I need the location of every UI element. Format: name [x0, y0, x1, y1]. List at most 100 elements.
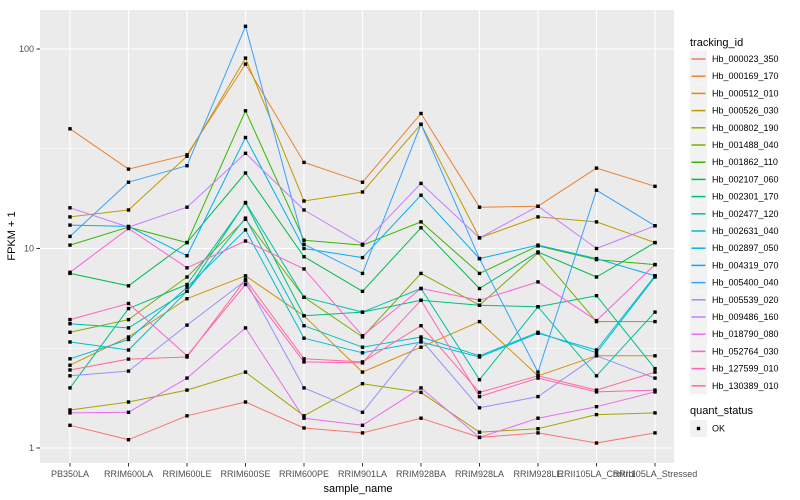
- data-point: [536, 431, 540, 435]
- legend-item: Hb_000512_010: [690, 84, 779, 102]
- data-point: [302, 324, 306, 328]
- data-point: [477, 286, 482, 291]
- data-point: [126, 335, 131, 339]
- data-point: [243, 370, 248, 374]
- data-point: [419, 286, 423, 291]
- data-point: [653, 431, 657, 435]
- data-point: [302, 208, 306, 212]
- data-point: [360, 271, 365, 276]
- data-point: [185, 355, 189, 359]
- data-point: [594, 256, 599, 261]
- data-point: [243, 400, 248, 404]
- x-tick-label: RRIM600LA: [104, 469, 153, 479]
- data-point: [594, 220, 599, 224]
- legend-item: Hb_001488_040: [690, 136, 779, 154]
- data-point: [594, 354, 599, 358]
- legend-item: Hb_002301_170: [690, 188, 779, 206]
- series-layer: [68, 24, 657, 445]
- series-points-Hb_052764_030: [68, 226, 657, 338]
- legend-item-label: Hb_000526_030: [712, 106, 779, 116]
- data-point: [477, 298, 482, 302]
- legend-item-label: Hb_130389_010: [712, 381, 779, 391]
- data-point: [126, 357, 131, 361]
- x-tick-label: RRIM928BA: [396, 469, 446, 479]
- data-point: [594, 374, 599, 378]
- data-point: [185, 414, 189, 418]
- data-point: [594, 351, 599, 355]
- data-point: [594, 405, 599, 409]
- data-point: [419, 390, 423, 395]
- series-points-Hb_018790_080: [68, 326, 657, 440]
- data-point: [360, 310, 365, 314]
- data-point: [185, 285, 189, 289]
- data-point: [653, 184, 657, 188]
- data-point: [594, 348, 599, 352]
- data-point: [594, 412, 599, 417]
- data-point: [185, 240, 189, 245]
- data-point: [243, 171, 248, 175]
- data-point: [126, 306, 131, 311]
- data-point: [126, 400, 131, 404]
- data-point: [302, 314, 306, 318]
- legend-item: Hb_005400_040: [690, 274, 779, 292]
- data-point: [477, 236, 482, 240]
- data-point: [243, 24, 248, 28]
- data-point: [536, 370, 540, 374]
- data-point: [126, 226, 131, 231]
- data-point: [302, 414, 306, 418]
- data-point: [302, 255, 306, 259]
- data-point: [653, 376, 657, 380]
- data-point: [68, 340, 72, 344]
- data-point: [536, 394, 540, 399]
- data-point: [536, 376, 540, 380]
- data-point: [243, 228, 248, 232]
- data-point: [477, 430, 482, 434]
- data-point: [126, 317, 131, 322]
- data-point: [185, 388, 189, 392]
- data-point: [360, 370, 365, 374]
- data-point: [68, 223, 72, 227]
- data-point: [68, 411, 72, 415]
- data-point: [243, 277, 248, 282]
- legend-item-label: Hb_000802_190: [712, 123, 779, 133]
- data-point: [419, 226, 423, 230]
- legend-item: Hb_052764_030: [690, 342, 779, 360]
- legend-item: Hb_130389_010: [690, 377, 779, 395]
- data-point: [360, 242, 365, 246]
- legend-item: Hb_000802_190: [690, 119, 779, 137]
- data-point: [126, 208, 131, 212]
- legend-item-label: Hb_001862_110: [712, 157, 778, 167]
- data-point: [477, 319, 482, 324]
- data-point: [653, 274, 657, 278]
- data-point: [653, 262, 657, 267]
- data-point: [126, 301, 131, 306]
- data-point: [594, 441, 599, 445]
- data-point: [126, 348, 131, 352]
- data-point: [68, 234, 72, 239]
- data-point: [360, 345, 365, 349]
- legend-item-label: Hb_002631_040: [712, 226, 779, 236]
- series-points-Hb_130389_010: [68, 277, 657, 395]
- data-point: [68, 330, 72, 334]
- data-point: [477, 205, 482, 209]
- legend-item-label: OK: [712, 424, 725, 434]
- data-point: [243, 239, 248, 243]
- data-point: [594, 275, 599, 279]
- data-point: [243, 62, 248, 66]
- data-point: [536, 280, 540, 284]
- legend-item: Hb_000526_030: [690, 102, 779, 120]
- legend-item: Hb_002897_050: [690, 239, 779, 257]
- data-point: [360, 190, 365, 194]
- data-point: [126, 337, 131, 342]
- x-tick-label: RRIM600PE: [279, 469, 329, 479]
- data-point: [653, 388, 657, 392]
- data-point: [419, 111, 423, 116]
- data-point: [302, 336, 306, 340]
- data-point: [360, 289, 365, 293]
- data-point: [68, 215, 72, 219]
- data-point: [68, 357, 72, 361]
- legend-item: Hb_001862_110: [690, 153, 778, 171]
- data-point: [302, 295, 306, 299]
- data-point: [419, 324, 423, 328]
- legend-item-label: Hb_052764_030: [712, 346, 779, 356]
